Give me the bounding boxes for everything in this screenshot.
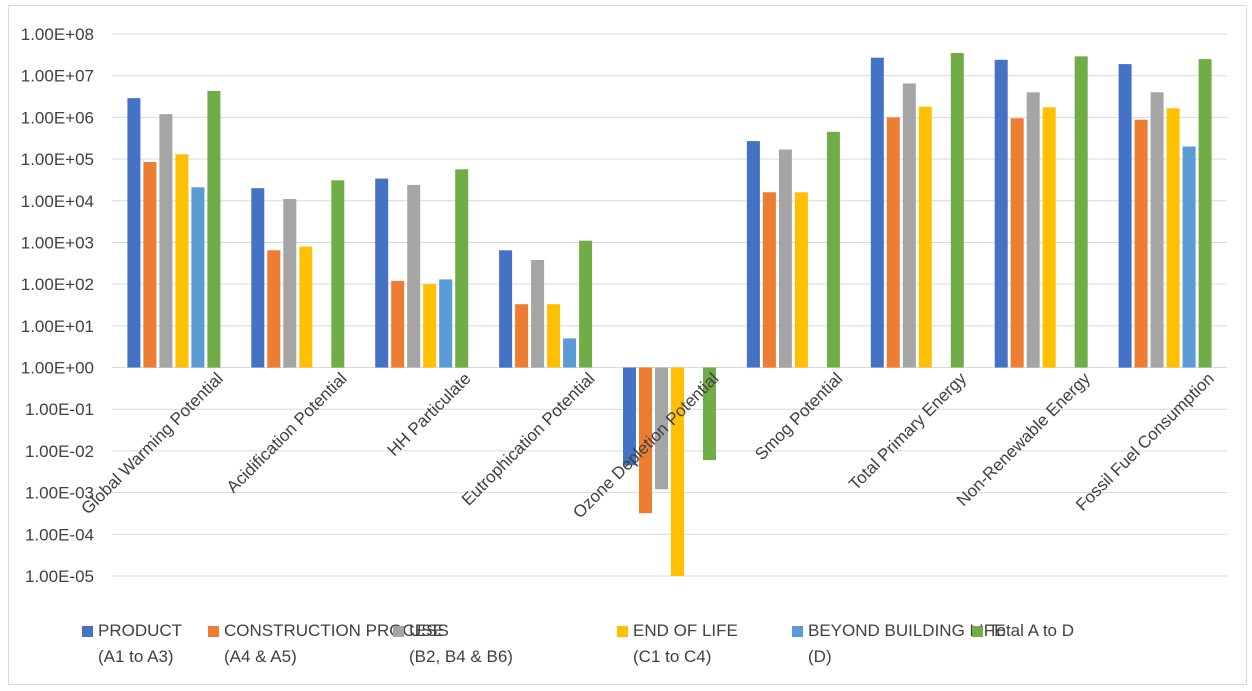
bar bbox=[499, 250, 513, 368]
y-tick-label: 1.00E-03 bbox=[25, 484, 94, 503]
bar bbox=[391, 280, 405, 368]
bar bbox=[267, 250, 281, 368]
bar bbox=[407, 184, 421, 368]
bar bbox=[623, 367, 636, 466]
bar bbox=[778, 149, 792, 368]
bar bbox=[207, 91, 221, 368]
bar bbox=[175, 154, 189, 368]
x-tick-label: Non-Renewable Energy bbox=[953, 369, 1094, 510]
y-tick-label: 1.00E+02 bbox=[21, 275, 94, 294]
chart-legend: PRODUCT (A1 to A3) CONSTRUCTION PROCESS (A4… bbox=[82, 618, 1232, 678]
bar bbox=[423, 284, 437, 368]
bar bbox=[455, 169, 469, 368]
bar bbox=[439, 279, 453, 368]
x-tick-label: Total Primary Energy bbox=[845, 369, 970, 494]
legend-label-line1: Total A to D bbox=[988, 621, 1074, 640]
bar bbox=[1010, 118, 1024, 368]
legend-label-line1: END OF LIFE bbox=[633, 621, 738, 640]
bar bbox=[375, 178, 389, 368]
bar bbox=[251, 188, 265, 368]
bar bbox=[531, 260, 545, 368]
x-tick-label: HH Particulate bbox=[384, 369, 475, 460]
legend-swatch bbox=[792, 626, 803, 637]
bar bbox=[299, 246, 313, 368]
legend-label-line2: (D) bbox=[808, 647, 832, 666]
y-tick-label: 1.00E+03 bbox=[21, 233, 94, 252]
bar bbox=[902, 83, 916, 368]
legend-label-line2: (B2, B4 & B6) bbox=[409, 647, 513, 666]
bar bbox=[639, 367, 652, 514]
y-tick-label: 1.00E-05 bbox=[25, 567, 94, 586]
legend-label-line1: BEYOND BUILDING LIFE bbox=[808, 621, 1006, 640]
bar bbox=[563, 338, 577, 368]
bar bbox=[794, 192, 808, 368]
legend-label-line2: (A4 & A5) bbox=[224, 647, 297, 666]
legend-label: CONSTRUCTION PROCESS (A4 & A5) bbox=[224, 618, 449, 670]
legend-label-line1: PRODUCT bbox=[98, 621, 183, 640]
legend-label-line2: (A1 to A3) bbox=[98, 647, 174, 666]
y-tick-label: 1.00E+07 bbox=[21, 67, 94, 86]
y-tick-label: 1.00E-02 bbox=[25, 442, 94, 461]
y-tick-label: 1.00E+06 bbox=[21, 108, 94, 127]
y-tick-label: 1.00E+08 bbox=[21, 25, 94, 44]
y-tick-label: 1.00E+01 bbox=[21, 317, 94, 336]
legend-swatch bbox=[208, 626, 219, 637]
bar bbox=[159, 114, 173, 368]
legend-label: END OF LIFE (C1 to C4) bbox=[633, 618, 738, 670]
y-tick-label: 1.00E+00 bbox=[21, 359, 94, 378]
bar bbox=[994, 59, 1008, 368]
bar bbox=[671, 367, 684, 576]
bar bbox=[655, 367, 668, 490]
bar bbox=[870, 57, 884, 368]
x-tick-label: Smog Potential bbox=[751, 369, 846, 464]
bar bbox=[331, 180, 345, 368]
legend-label: PRODUCT (A1 to A3) bbox=[98, 618, 182, 670]
bar bbox=[547, 304, 561, 368]
x-tick-label: Eutrophication Potential bbox=[458, 369, 598, 509]
legend-swatch bbox=[393, 626, 404, 637]
bar bbox=[918, 106, 932, 368]
legend-label: USE (B2, B4 & B6) bbox=[409, 618, 513, 670]
bar bbox=[143, 162, 157, 368]
bar bbox=[1150, 92, 1164, 368]
bar bbox=[1042, 107, 1056, 368]
x-tick-label: Global Warming Potential bbox=[77, 369, 226, 518]
bar bbox=[826, 131, 840, 368]
bar bbox=[746, 141, 760, 368]
bar bbox=[1134, 119, 1148, 368]
y-tick-label: 1.00E-01 bbox=[25, 400, 94, 419]
legend-label: BEYOND BUILDING LIFE (D) bbox=[808, 618, 1005, 670]
bar bbox=[1074, 56, 1088, 368]
bar bbox=[515, 304, 529, 368]
legend-label-line2: (C1 to C4) bbox=[633, 647, 712, 666]
legend-swatch bbox=[972, 626, 983, 637]
legend-label-line1: USE bbox=[409, 621, 444, 640]
x-tick-label: Acidification Potential bbox=[223, 369, 351, 497]
bar bbox=[886, 117, 900, 368]
bar bbox=[762, 192, 776, 368]
bar bbox=[1198, 59, 1212, 368]
legend-label: Total A to D bbox=[988, 618, 1074, 644]
bar bbox=[950, 53, 964, 368]
y-tick-label: 1.00E-04 bbox=[25, 525, 94, 544]
bar bbox=[191, 187, 205, 368]
bar bbox=[127, 98, 141, 368]
bar bbox=[703, 367, 716, 461]
bar bbox=[1166, 108, 1180, 368]
bar bbox=[1118, 64, 1132, 368]
legend-swatch bbox=[617, 626, 628, 637]
y-tick-label: 1.00E+04 bbox=[21, 192, 94, 211]
bar bbox=[283, 199, 297, 368]
legend-label-line1: CONSTRUCTION PROCESS bbox=[224, 621, 449, 640]
y-tick-label: 1.00E+05 bbox=[21, 150, 94, 169]
legend-swatch bbox=[82, 626, 93, 637]
bar bbox=[1026, 92, 1040, 368]
bar bbox=[579, 240, 593, 368]
bar bbox=[1182, 146, 1196, 368]
